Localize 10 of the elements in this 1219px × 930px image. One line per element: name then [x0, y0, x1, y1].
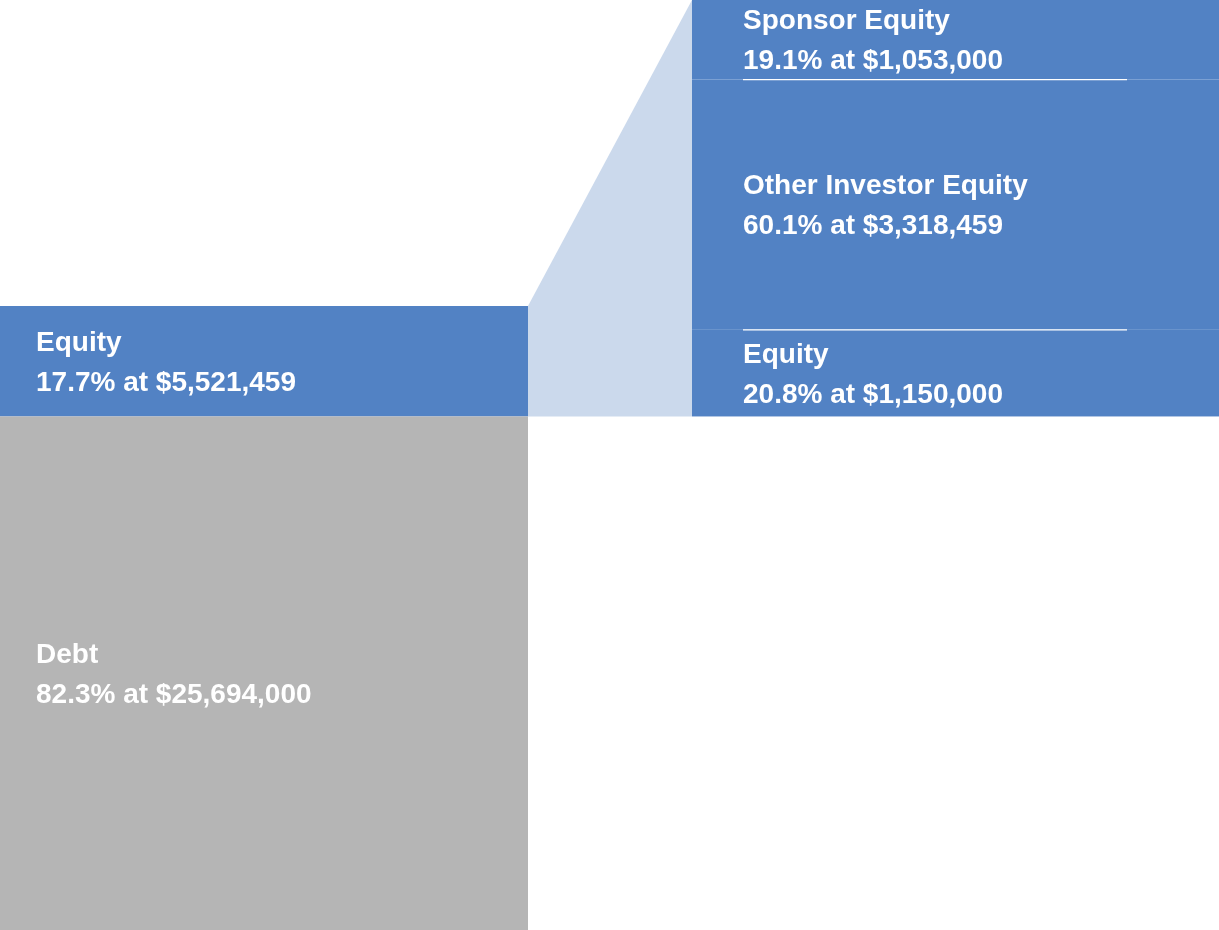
- category-label: Equity: [36, 325, 122, 357]
- category-label: Debt: [36, 637, 99, 669]
- data-label: 19.1% at $1,053,000: [743, 44, 1003, 76]
- data-label: 60.1% at $3,318,459: [743, 209, 1003, 241]
- data-label: 20.8% at $1,150,000: [743, 377, 1003, 409]
- data-label: 17.7% at $5,521,459: [36, 365, 296, 397]
- category-label: Equity: [743, 337, 829, 369]
- category-label: Sponsor Equity: [743, 4, 951, 36]
- category-label: Other Investor Equity: [743, 169, 1029, 201]
- data-label: 82.3% at $25,694,000: [36, 677, 312, 709]
